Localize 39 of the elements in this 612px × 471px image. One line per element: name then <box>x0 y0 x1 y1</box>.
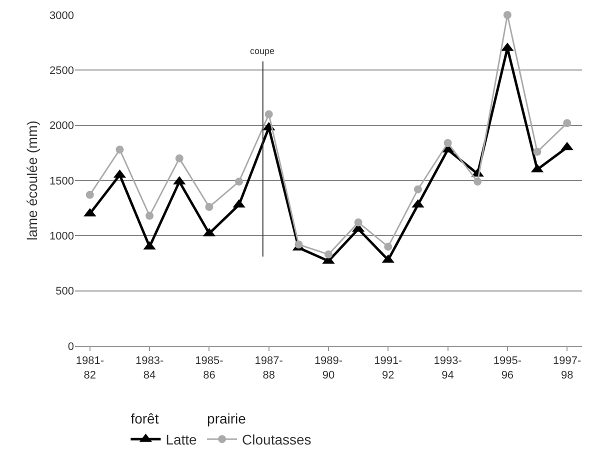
x-tick-label: 1989-90 <box>314 355 343 382</box>
y-tick-label: 2500 <box>50 65 74 78</box>
point <box>205 202 214 211</box>
point <box>294 240 303 248</box>
point <box>116 146 124 154</box>
text: prairie <box>207 410 246 426</box>
point <box>264 110 273 118</box>
y-tick-label: 500 <box>56 286 74 298</box>
point <box>563 119 572 128</box>
point <box>384 242 392 251</box>
y-axis-title: lame écoulée (mm) <box>24 120 40 240</box>
point <box>474 178 482 186</box>
x-tick-label: 1993-94 <box>434 355 462 382</box>
point <box>146 212 154 220</box>
x-tick-label: 1985-86 <box>195 355 224 382</box>
point <box>503 11 512 19</box>
ref-line-label: coupe <box>250 46 275 56</box>
x-tick-label: 1983-84 <box>135 355 164 382</box>
legend-label: Latte <box>166 432 198 448</box>
x-tick-label: 1995-96 <box>493 355 522 382</box>
y-tick-label: 0 <box>68 340 74 353</box>
point <box>414 185 422 194</box>
x-tick-label: 1991-92 <box>374 355 403 382</box>
legend-label: Cloutasses <box>242 432 312 448</box>
text: forêt <box>130 410 159 426</box>
point <box>86 190 94 199</box>
y-tick-label: 1000 <box>50 230 74 243</box>
point <box>444 138 452 147</box>
x-tick-label: 1987-88 <box>254 355 284 382</box>
x-tick-label: 1997-98 <box>553 355 582 382</box>
y-tick-label: 3000 <box>50 10 74 22</box>
y-tick-label: 1500 <box>50 175 74 188</box>
point <box>324 250 332 258</box>
point <box>235 178 244 186</box>
point <box>533 148 542 156</box>
x-tick-label: 1981-82 <box>76 355 104 382</box>
y-tick-label: 2000 <box>50 120 74 132</box>
point <box>175 154 184 162</box>
point <box>354 218 362 226</box>
